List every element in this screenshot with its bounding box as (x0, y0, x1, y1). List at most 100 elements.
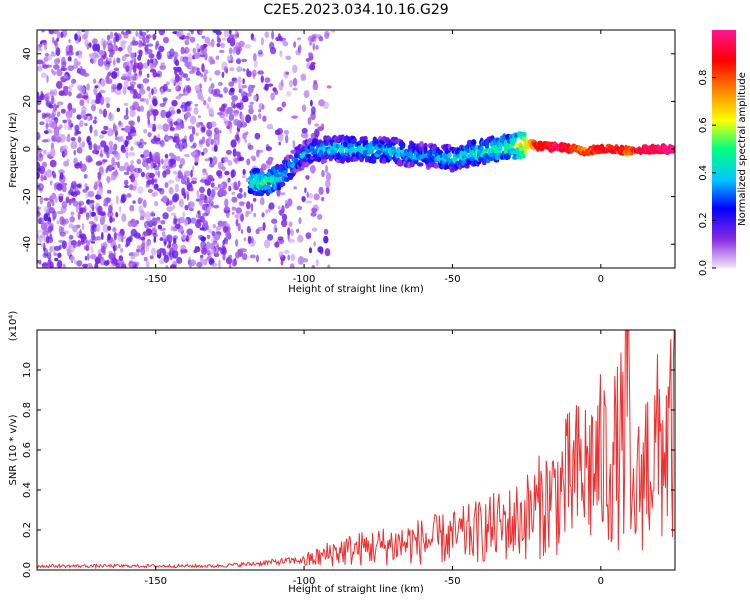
ridge-cell (347, 142, 354, 149)
heatmap-cell (112, 124, 117, 132)
heatmap-cell (196, 43, 200, 51)
heatmap-cell (37, 171, 40, 180)
heatmap-cell (242, 78, 245, 85)
heatmap-cell (281, 213, 288, 221)
heatmap-cell (311, 227, 318, 232)
heatmap-cell (166, 81, 170, 86)
heatmap-cell (57, 260, 63, 268)
heatmap-cell (87, 190, 95, 198)
heatmap-cell (277, 133, 284, 142)
heatmap-cell (50, 192, 57, 200)
heatmap-cell (292, 64, 298, 74)
heatmap-cell (129, 105, 136, 111)
heatmap-cell (38, 259, 42, 265)
heatmap-cell (60, 76, 64, 80)
heatmap-cell (58, 239, 65, 243)
heatmap-cell (106, 103, 110, 108)
heatmap-cell (143, 128, 148, 134)
heatmap-cell (124, 79, 129, 88)
heatmap-cell (41, 263, 49, 267)
heatmap-cell (308, 247, 313, 254)
ridge-cell (446, 155, 451, 162)
ridge-cell (358, 140, 363, 145)
heatmap-cell (206, 249, 211, 256)
heatmap-cell (288, 80, 293, 88)
heatmap-cell (215, 55, 220, 60)
heatmap-cell (239, 188, 243, 193)
heatmap-cell (86, 135, 91, 142)
heatmap-cell (111, 71, 118, 79)
heatmap-cell (146, 110, 151, 120)
heatmap-cell (63, 74, 69, 79)
heatmap-cell (181, 233, 187, 240)
heatmap-cell (104, 96, 111, 103)
y-tick-label: -40 (22, 236, 33, 252)
heatmap-cell (85, 212, 90, 221)
y-tick-label: 0.6 (22, 442, 33, 458)
heatmap-cell (206, 242, 213, 249)
heatmap-cell (113, 231, 117, 241)
heatmap-cell (132, 251, 140, 257)
ridge-cell (388, 156, 393, 161)
heatmap-cell (170, 110, 176, 115)
heatmap-cell (71, 79, 74, 88)
heatmap-cell (113, 67, 120, 72)
ridge-cell (338, 144, 343, 149)
heatmap-cell (57, 252, 62, 259)
heatmap-cell (135, 93, 142, 100)
heatmap-cell (306, 191, 309, 198)
heatmap-cell (53, 40, 58, 46)
heatmap-cell (305, 58, 310, 62)
heatmap-cell (85, 186, 90, 191)
heatmap-cell (262, 115, 267, 122)
ridge-cell (479, 146, 484, 152)
heatmap-cell (164, 182, 169, 188)
heatmap-cell (253, 59, 258, 68)
heatmap-cell (331, 30, 336, 33)
heatmap-cell (56, 101, 64, 106)
heatmap-cell (291, 115, 298, 119)
heatmap-cell (128, 120, 135, 126)
heatmap-cell (210, 121, 217, 128)
heatmap-cell (105, 75, 110, 84)
heatmap-cell (112, 227, 117, 233)
heatmap-cell (138, 40, 142, 48)
heatmap-cell (233, 157, 237, 163)
heatmap-cell (166, 110, 171, 119)
heatmap-cell (206, 188, 212, 197)
heatmap-cell (170, 77, 176, 84)
heatmap-cell (135, 30, 138, 37)
heatmap-cell (143, 256, 148, 262)
ridge-cell (254, 167, 260, 174)
heatmap-cell (184, 84, 188, 89)
heatmap-cell (202, 172, 207, 176)
heatmap-cell (172, 194, 178, 203)
heatmap-cell (247, 144, 254, 150)
snr-panel: -150 -100 -50 0 0.0 0.2 0.4 0.6 0.8 1.0 Height o… (8, 311, 676, 595)
heatmap-cell (278, 209, 283, 215)
heatmap-cell (290, 253, 296, 262)
heatmap-cell (219, 112, 226, 119)
heatmap-cell (150, 210, 155, 217)
heatmap-cell (67, 56, 72, 62)
ridge-cell (280, 181, 286, 187)
heatmap-cell (304, 132, 309, 140)
heatmap-cell (52, 70, 57, 76)
heatmap-cell (124, 185, 129, 189)
heatmap-cell (229, 87, 235, 93)
heatmap-cell (89, 254, 97, 260)
heatmap-cell (201, 203, 208, 211)
heatmap-cell (139, 216, 145, 221)
heatmap-cell (70, 211, 75, 216)
heatmap-cell (56, 104, 59, 108)
heatmap-cell (117, 136, 123, 142)
heatmap-cell (145, 48, 153, 55)
heatmap-cell (145, 240, 152, 247)
heatmap-cell (40, 243, 45, 248)
x-tick-label: -150 (144, 274, 167, 285)
heatmap-cell (196, 189, 200, 198)
heatmap-cell (208, 194, 215, 201)
heatmap-cell (246, 211, 252, 215)
heatmap-cell (268, 258, 271, 262)
heatmap-cell (124, 125, 131, 133)
